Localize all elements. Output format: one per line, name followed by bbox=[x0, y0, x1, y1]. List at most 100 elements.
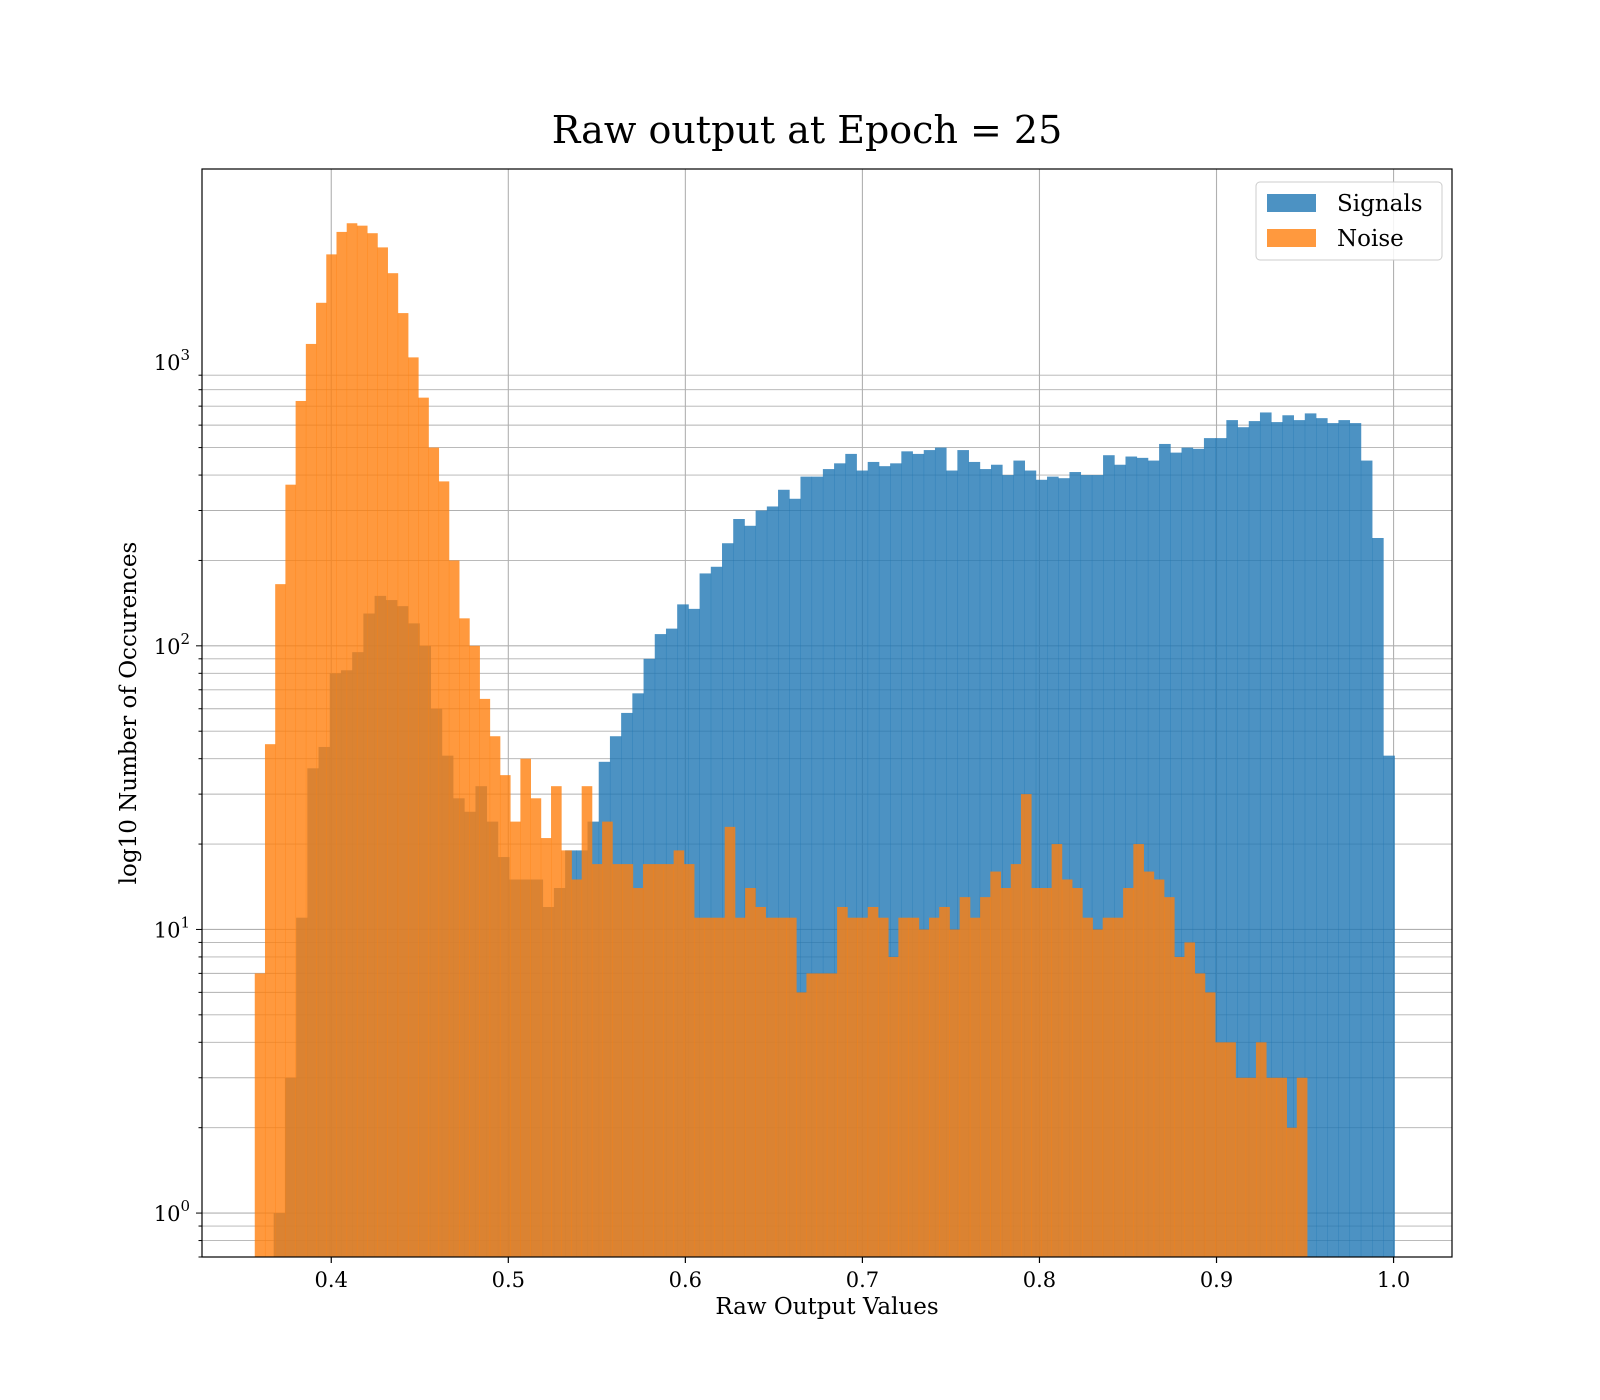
bar-noise bbox=[1020, 794, 1032, 1257]
bar-noise bbox=[622, 864, 634, 1257]
bar-noise bbox=[581, 786, 593, 1257]
bar-signals bbox=[834, 463, 846, 1258]
bar-noise bbox=[969, 917, 981, 1257]
bar-signals bbox=[934, 447, 947, 1258]
bar-noise bbox=[1286, 1127, 1298, 1257]
bar-signals bbox=[1338, 420, 1351, 1257]
bar-noise bbox=[489, 736, 501, 1257]
y-tick-label: 101 bbox=[154, 913, 190, 942]
bar-noise bbox=[1296, 1077, 1308, 1257]
bar-noise bbox=[448, 560, 460, 1257]
bar-noise bbox=[1112, 917, 1124, 1257]
bar-noise bbox=[1184, 942, 1196, 1257]
bar-noise bbox=[346, 223, 358, 1258]
bar-noise bbox=[1072, 888, 1083, 1257]
x-axis-label: Raw Output Values bbox=[715, 1294, 938, 1320]
bar-signals bbox=[1159, 443, 1171, 1258]
legend: Signals Noise bbox=[1255, 181, 1443, 261]
bar-signals bbox=[710, 566, 723, 1257]
plot-frame bbox=[201, 168, 1453, 1258]
bar-noise bbox=[877, 917, 889, 1257]
bar-noise bbox=[591, 864, 603, 1257]
bar-signals bbox=[1237, 427, 1250, 1257]
bar-noise bbox=[806, 973, 818, 1257]
bar-noise bbox=[1010, 864, 1022, 1257]
bars-layer bbox=[254, 223, 1395, 1258]
bar-signals bbox=[1293, 420, 1306, 1257]
bar-noise bbox=[1266, 1077, 1277, 1257]
bar-signals bbox=[979, 469, 992, 1257]
bar-noise bbox=[683, 864, 695, 1257]
bar-noise bbox=[888, 956, 899, 1257]
bar-noise bbox=[939, 906, 950, 1257]
bar-noise bbox=[816, 973, 828, 1257]
bar-noise bbox=[775, 917, 787, 1257]
bar-noise bbox=[929, 917, 940, 1257]
bar-noise bbox=[908, 917, 920, 1257]
bar-noise bbox=[602, 821, 613, 1257]
bar-noise bbox=[1174, 956, 1185, 1257]
bar-signals bbox=[1282, 415, 1294, 1258]
bar-noise bbox=[632, 888, 644, 1257]
bar-noise bbox=[745, 888, 756, 1257]
bar-signals bbox=[957, 450, 969, 1257]
bar-noise bbox=[694, 917, 705, 1257]
bar-signals bbox=[990, 464, 1003, 1258]
bar-noise bbox=[796, 992, 807, 1257]
bar-noise bbox=[336, 231, 348, 1258]
series-noise bbox=[254, 223, 1308, 1258]
bar-signals bbox=[856, 470, 869, 1258]
bar-signals bbox=[878, 466, 891, 1257]
bar-noise bbox=[1153, 879, 1165, 1257]
bar-noise bbox=[765, 917, 777, 1257]
bar-noise bbox=[612, 864, 623, 1257]
bar-noise bbox=[275, 584, 286, 1257]
bar-noise bbox=[734, 917, 746, 1257]
bar-noise bbox=[1082, 917, 1093, 1257]
bar-signals bbox=[923, 450, 936, 1257]
bar-signals bbox=[1226, 420, 1238, 1257]
x-tick-label: 0.4 bbox=[315, 1268, 348, 1292]
bar-noise bbox=[295, 400, 307, 1257]
bar-noise bbox=[1061, 879, 1073, 1257]
bar-noise bbox=[867, 906, 879, 1257]
bar-signals bbox=[1215, 438, 1227, 1257]
bar-signals bbox=[1103, 455, 1115, 1257]
bar-signals bbox=[766, 506, 779, 1257]
bar-noise bbox=[356, 225, 368, 1258]
y-tick-label: 102 bbox=[154, 630, 190, 659]
y-tick-label: 103 bbox=[154, 346, 190, 375]
bar-noise bbox=[285, 484, 297, 1258]
bar-noise bbox=[326, 254, 337, 1258]
bar-noise bbox=[387, 273, 399, 1257]
bar-signals bbox=[912, 453, 925, 1258]
bar-signals bbox=[800, 476, 813, 1257]
bar-noise bbox=[1245, 1077, 1257, 1257]
bar-noise bbox=[1000, 888, 1012, 1257]
bar-noise bbox=[785, 917, 797, 1257]
bar-noise bbox=[264, 744, 276, 1257]
bar-noise bbox=[1051, 844, 1063, 1257]
bar-noise bbox=[459, 618, 470, 1257]
bar-signals bbox=[822, 469, 835, 1257]
bar-noise bbox=[499, 775, 511, 1257]
bar-signals bbox=[1372, 537, 1384, 1257]
bar-signals bbox=[1383, 755, 1395, 1257]
bar-noise bbox=[1102, 917, 1114, 1257]
bar-noise bbox=[1133, 844, 1144, 1257]
bar-noise bbox=[826, 973, 838, 1257]
bar-signals bbox=[1360, 460, 1373, 1258]
bar-noise bbox=[551, 786, 562, 1257]
bar-noise bbox=[1204, 992, 1216, 1257]
bar-signals bbox=[1069, 472, 1082, 1258]
bar-noise bbox=[898, 917, 909, 1257]
bar-noise bbox=[397, 313, 409, 1257]
bar-noise bbox=[254, 973, 266, 1257]
bar-signals bbox=[733, 519, 745, 1257]
bar-signals bbox=[1271, 422, 1283, 1257]
bar-noise bbox=[1225, 1042, 1236, 1257]
bar-noise bbox=[367, 233, 378, 1257]
bar-noise bbox=[479, 698, 491, 1257]
ticks-layer: 0.4 0.5 0.6 0.7 0.8 0.9 1.0 100 101 102 103 bbox=[154, 346, 1411, 1292]
legend-label-signals: Signals bbox=[1337, 191, 1423, 217]
